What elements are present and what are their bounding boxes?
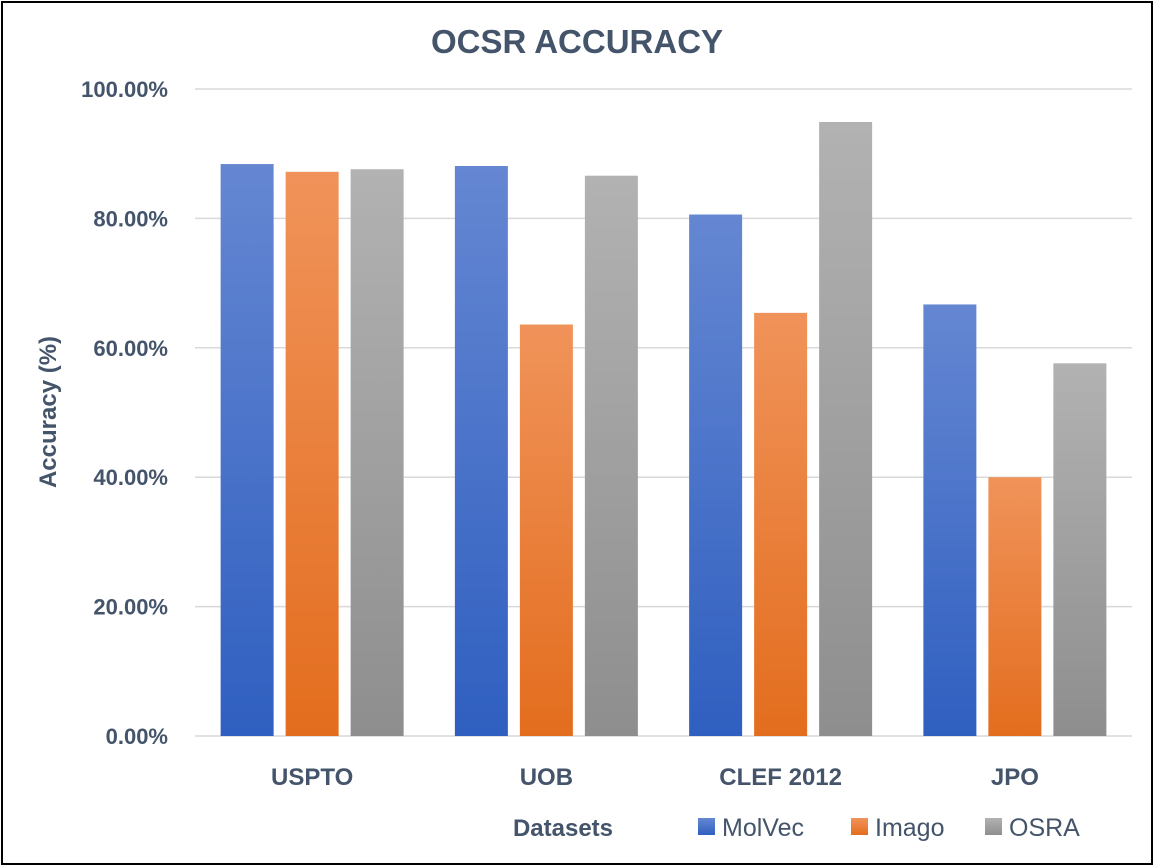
legend-swatch-imago (851, 818, 868, 835)
bar-molvec-uspto (220, 164, 274, 736)
bar-imago-jpo (988, 477, 1042, 736)
y-axis-title: Accuracy (%) (35, 336, 62, 488)
x-category-label: JPO (991, 764, 1039, 791)
y-tick-label: 0.00% (106, 724, 168, 749)
y-tick-label: 80.00% (93, 206, 168, 231)
legend-swatch-osra (985, 818, 1002, 835)
legend: MolVec Imago OSRA (698, 814, 1080, 842)
y-axis-ticks: 0.00% 20.00% 40.00% 60.00% 80.00% 100.00% (81, 77, 168, 749)
x-category-label: UOB (520, 764, 573, 791)
bar-osra-jpo (1053, 363, 1107, 736)
y-tick-label: 60.00% (93, 336, 168, 361)
bar-molvec-uob (454, 165, 508, 737)
bars (220, 121, 1107, 737)
bar-molvec-clef-2012 (689, 214, 743, 736)
bar-osra-uspto (350, 169, 404, 736)
legend-label-imago: Imago (875, 814, 944, 842)
y-tick-label: 20.00% (93, 595, 168, 620)
y-tick-label: 100.00% (81, 77, 168, 102)
x-category-label: USPTO (271, 764, 353, 791)
legend-swatch-molvec (698, 818, 715, 835)
legend-label-osra: OSRA (1009, 814, 1080, 842)
chart-title: OCSR ACCURACY (431, 23, 723, 60)
bar-osra-clef-2012 (819, 121, 873, 736)
bar-imago-uob (519, 324, 573, 736)
bar-molvec-jpo (923, 304, 977, 736)
x-category-label: CLEF 2012 (719, 764, 842, 791)
legend-label-molvec: MolVec (722, 814, 804, 842)
y-tick-label: 40.00% (93, 465, 168, 490)
bar-imago-uspto (285, 171, 339, 737)
x-axis-title: Datasets (513, 815, 613, 842)
x-axis-categories: USPTO UOB CLEF 2012 JPO (271, 764, 1039, 791)
bar-imago-clef-2012 (754, 312, 808, 736)
bar-osra-uob (584, 175, 638, 736)
